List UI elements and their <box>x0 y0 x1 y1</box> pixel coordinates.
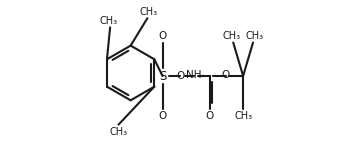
Text: CH₃: CH₃ <box>109 127 127 137</box>
Text: CH₃: CH₃ <box>99 16 118 26</box>
Text: NH: NH <box>186 70 201 80</box>
Text: S: S <box>159 69 166 83</box>
Text: O: O <box>159 111 167 121</box>
Text: O: O <box>159 31 167 41</box>
Text: O: O <box>206 111 214 121</box>
Text: CH₃: CH₃ <box>140 7 158 17</box>
Text: CH₃: CH₃ <box>234 111 252 121</box>
Text: O: O <box>222 70 230 80</box>
Text: CH₃: CH₃ <box>223 31 241 41</box>
Text: CH₃: CH₃ <box>245 31 264 41</box>
Text: O: O <box>176 71 184 81</box>
